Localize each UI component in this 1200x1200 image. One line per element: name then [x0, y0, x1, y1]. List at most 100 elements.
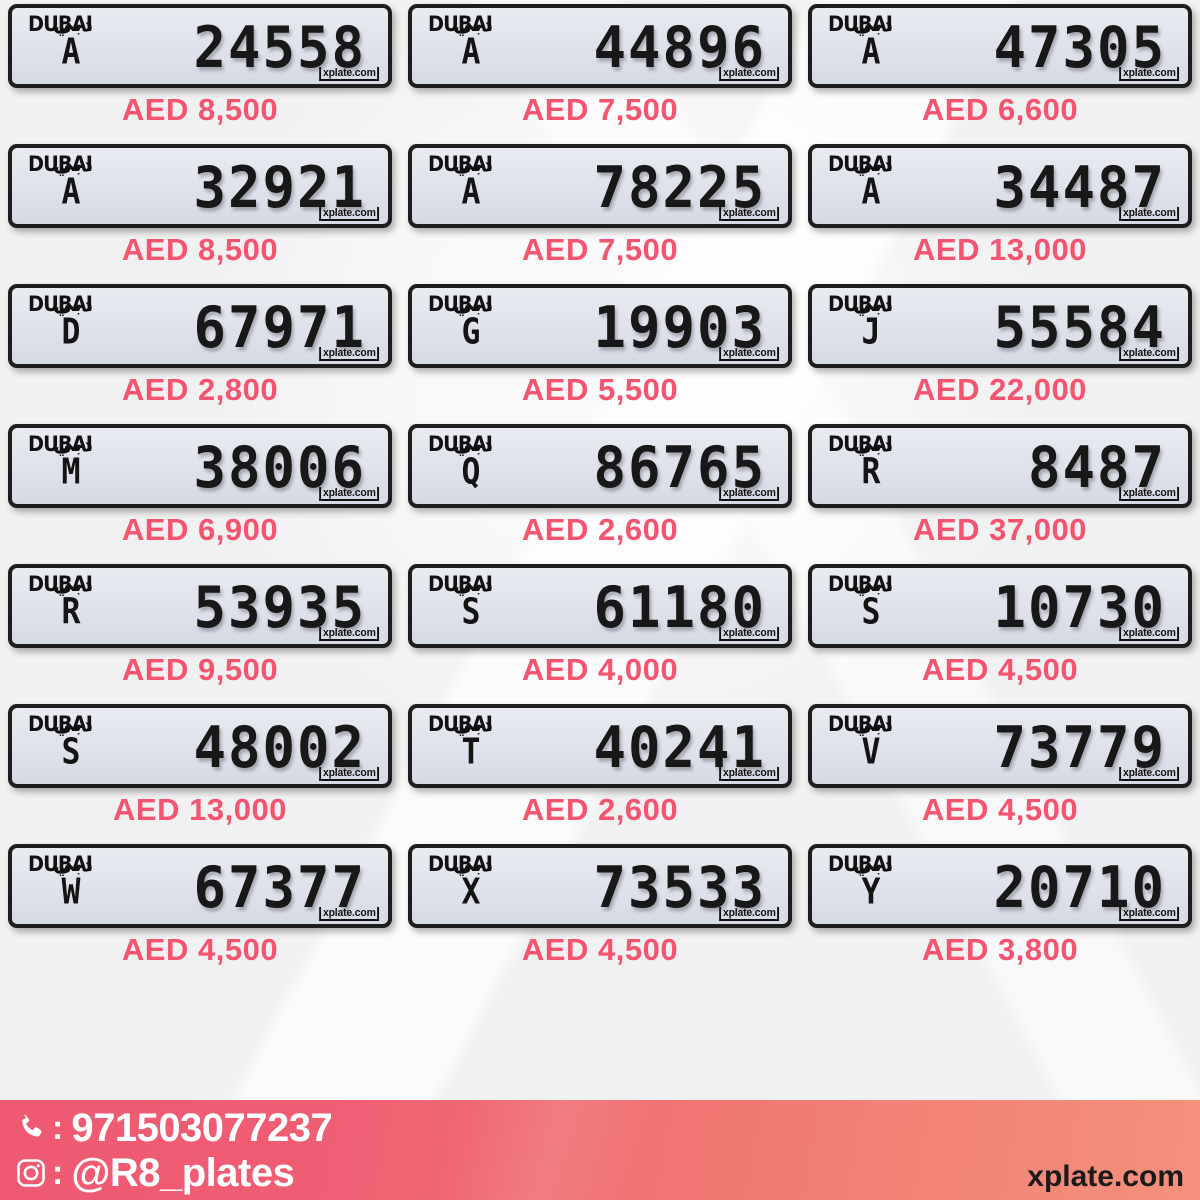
plate-face: DUBAI دبي A 44896 xplate.com — [412, 8, 788, 84]
license-plate[interactable]: DUBAI دبي S 48002 xplate.com — [8, 704, 392, 788]
plate-watermark: xplate.com — [318, 347, 379, 361]
dubai-emblem: DUBAI دبي — [28, 13, 114, 39]
license-plate[interactable]: DUBAI دبي Q 86765 xplate.com — [408, 424, 792, 508]
plate-code: X — [461, 871, 481, 913]
plate-code: S — [461, 591, 481, 633]
plate-number: 67377 — [193, 854, 366, 922]
emirate-arabic-label: دبي — [453, 12, 493, 36]
license-plate[interactable]: DUBAI دبي A 34487 xplate.com — [808, 144, 1192, 228]
phone-number[interactable]: 971503077237 — [71, 1105, 333, 1150]
plate-face: DUBAI دبي S 48002 xplate.com — [12, 708, 388, 784]
plate-cell: DUBAI دبي Y 20710 xplate.com AED 3,800 — [800, 840, 1200, 980]
plate-watermark: xplate.com — [718, 627, 779, 641]
plate-cell: DUBAI دبي V 73779 xplate.com AED 4,500 — [800, 700, 1200, 840]
plate-price: AED 22,000 — [913, 372, 1087, 407]
plate-watermark: xplate.com — [1118, 627, 1179, 641]
plate-price: AED 8,500 — [121, 232, 279, 267]
emirate-arabic-label: دبي — [853, 852, 893, 876]
plate-price: AED 4,500 — [921, 652, 1079, 687]
plate-number: 34487 — [993, 154, 1166, 222]
plate-cell: DUBAI دبي S 61180 xplate.com AED 4,000 — [400, 560, 800, 700]
phone-row[interactable]: : 971503077237 — [14, 1105, 333, 1150]
plate-face: DUBAI دبي Y 20710 xplate.com — [812, 848, 1188, 924]
emirate-latin-label: DUBAI — [28, 292, 93, 316]
emirate-latin-label: DUBAI — [428, 12, 493, 36]
license-plate[interactable]: DUBAI دبي A 78225 xplate.com — [408, 144, 792, 228]
plate-cell: DUBAI دبي S 10730 xplate.com AED 4,500 — [800, 560, 1200, 700]
plate-cell: DUBAI دبي G 19903 xplate.com AED 5,500 — [400, 280, 800, 420]
license-plate[interactable]: DUBAI دبي A 44896 xplate.com — [408, 4, 792, 88]
license-plate[interactable]: DUBAI دبي G 19903 xplate.com — [408, 284, 792, 368]
license-plate[interactable]: DUBAI دبي X 73533 xplate.com — [408, 844, 792, 928]
emirate-arabic-label: دبي — [853, 572, 893, 596]
dubai-emblem: DUBAI دبي — [828, 13, 914, 39]
dubai-emblem: DUBAI دبي — [428, 853, 514, 879]
license-plate[interactable]: DUBAI دبي S 61180 xplate.com — [408, 564, 792, 648]
plate-code: A — [461, 31, 481, 73]
plate-cell: DUBAI دبي A 24558 xplate.com AED 8,500 — [0, 0, 400, 140]
plate-face: DUBAI دبي A 47305 xplate.com — [812, 8, 1188, 84]
plate-cell: DUBAI دبي M 38006 xplate.com AED 6,900 — [0, 420, 400, 560]
plate-number: 73779 — [993, 714, 1166, 782]
license-plate[interactable]: DUBAI دبي M 38006 xplate.com — [8, 424, 392, 508]
license-plate[interactable]: DUBAI دبي V 73779 xplate.com — [808, 704, 1192, 788]
plate-number: 48002 — [193, 714, 366, 782]
emirate-latin-label: DUBAI — [428, 712, 493, 736]
instagram-handle[interactable]: @R8_plates — [71, 1150, 295, 1195]
emirate-latin-label: DUBAI — [28, 852, 93, 876]
license-plate[interactable]: DUBAI دبي R 8487 xplate.com — [808, 424, 1192, 508]
plate-cell: DUBAI دبي X 73533 xplate.com AED 4,500 — [400, 840, 800, 980]
plate-number: 78225 — [593, 154, 766, 222]
dubai-emblem: DUBAI دبي — [28, 153, 114, 179]
dubai-emblem: DUBAI دبي — [828, 153, 914, 179]
plate-code: V — [861, 731, 881, 773]
emirate-latin-label: DUBAI — [428, 292, 493, 316]
plate-code: S — [61, 731, 81, 773]
emirate-latin-label: DUBAI — [828, 152, 893, 176]
plate-face: DUBAI دبي A 34487 xplate.com — [812, 148, 1188, 224]
plate-cell: DUBAI دبي Q 86765 xplate.com AED 2,600 — [400, 420, 800, 560]
emirate-arabic-label: دبي — [453, 572, 493, 596]
plate-watermark: xplate.com — [718, 907, 779, 921]
license-plate[interactable]: DUBAI دبي J 55584 xplate.com — [808, 284, 1192, 368]
instagram-row[interactable]: : @R8_plates — [14, 1150, 332, 1195]
plate-price: AED 6,900 — [121, 512, 279, 547]
plate-code: S — [861, 591, 881, 633]
plate-price: AED 2,600 — [521, 512, 679, 547]
plate-face: DUBAI دبي J 55584 xplate.com — [812, 288, 1188, 364]
plate-price: AED 2,800 — [121, 372, 279, 407]
plate-code: A — [861, 31, 881, 73]
plate-watermark: xplate.com — [318, 487, 379, 501]
license-plate[interactable]: DUBAI دبي A 32921 xplate.com — [8, 144, 392, 228]
phone-icon — [14, 1111, 48, 1145]
dubai-emblem: DUBAI دبي — [428, 153, 514, 179]
plate-code: W — [61, 871, 81, 913]
plate-code: T — [461, 731, 481, 773]
license-plate[interactable]: DUBAI دبي A 47305 xplate.com — [808, 4, 1192, 88]
plate-number: 10730 — [993, 574, 1166, 642]
plate-face: DUBAI دبي A 24558 xplate.com — [12, 8, 388, 84]
license-plate[interactable]: DUBAI دبي W 67377 xplate.com — [8, 844, 392, 928]
plate-price: AED 9,500 — [121, 652, 279, 687]
emirate-arabic-label: دبي — [853, 712, 893, 736]
plate-face: DUBAI دبي Q 86765 xplate.com — [412, 428, 788, 504]
instagram-icon — [14, 1156, 48, 1190]
emirate-latin-label: DUBAI — [428, 432, 493, 456]
license-plate[interactable]: DUBAI دبي R 53935 xplate.com — [8, 564, 392, 648]
plate-number: 19903 — [593, 294, 766, 362]
license-plate[interactable]: DUBAI دبي S 10730 xplate.com — [808, 564, 1192, 648]
emirate-arabic-label: دبي — [453, 292, 493, 316]
plate-face: DUBAI دبي M 38006 xplate.com — [12, 428, 388, 504]
emirate-latin-label: DUBAI — [828, 852, 893, 876]
plate-price: AED 4,000 — [521, 652, 679, 687]
emirate-latin-label: DUBAI — [28, 432, 93, 456]
site-watermark[interactable]: xplate.com — [1027, 1160, 1184, 1193]
license-plate[interactable]: DUBAI دبي A 24558 xplate.com — [8, 4, 392, 88]
plate-watermark: xplate.com — [718, 207, 779, 221]
emirate-arabic-label: دبي — [53, 432, 93, 456]
license-plate[interactable]: DUBAI دبي D 67971 xplate.com — [8, 284, 392, 368]
license-plate[interactable]: DUBAI دبي T 40241 xplate.com — [408, 704, 792, 788]
emirate-arabic-label: دبي — [853, 432, 893, 456]
license-plate[interactable]: DUBAI دبي Y 20710 xplate.com — [808, 844, 1192, 928]
plate-number: 53935 — [193, 574, 366, 642]
